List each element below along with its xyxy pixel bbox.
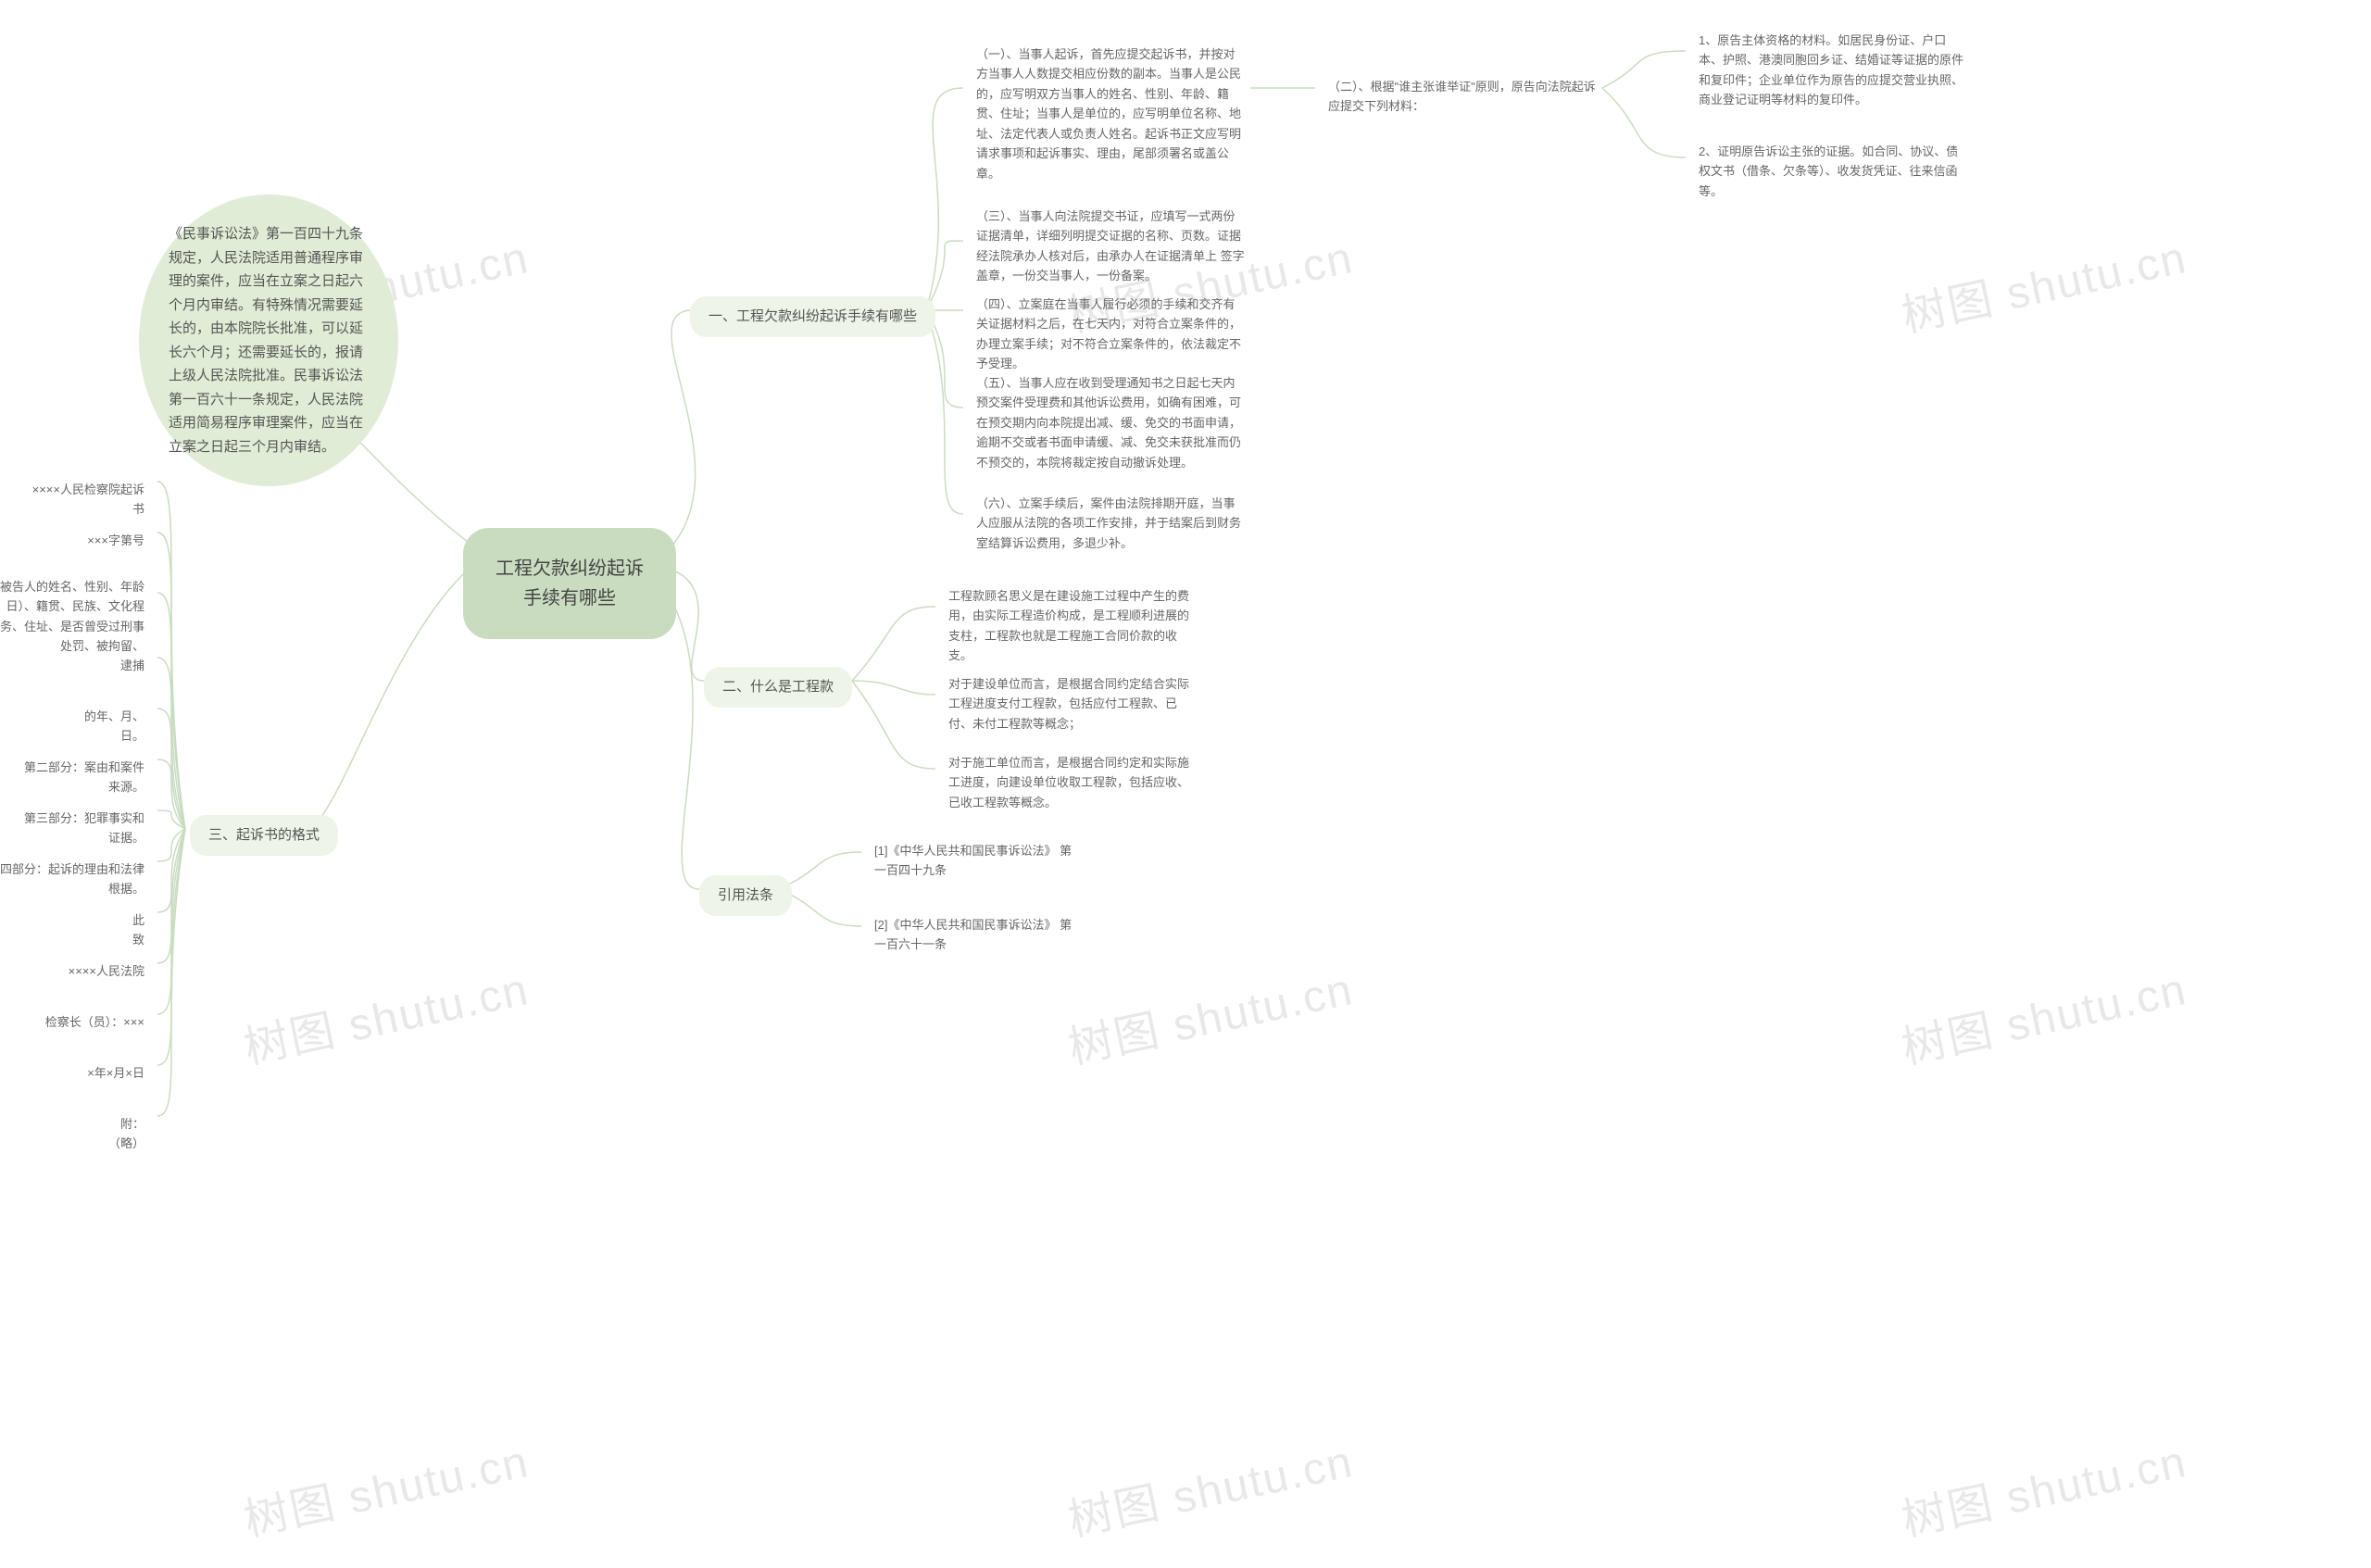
branch-3-label[interactable]: 三、起诉书的格式 [190, 815, 338, 856]
b3-child-1: ××××人民检察院起诉书 [19, 472, 157, 527]
branch-1-label[interactable]: 一、工程欠款纠纷起诉手续有哪些 [690, 296, 935, 337]
root-node[interactable]: 工程欠款纠纷起诉手续有哪些 [463, 528, 676, 639]
b3-child-12: ×年×月×日 [74, 1056, 157, 1090]
b2-child-2: 对于建设单位而言，是根据合同约定结合实际工程进度支付工程款，包括应付工程款、已付… [935, 667, 1213, 741]
b1-child-5: （五）、当事人应在收到受理通知书之日起七天内预交案件受理费和其他诉讼费用，如确有… [963, 366, 1260, 480]
b1-child-2-1: 1、原告主体资格的材料。如居民身份证、户口本、护照、港澳同胞回乡证、结婚证等证据… [1686, 23, 1982, 118]
b1-child-2: （二）、根据"谁主张谁举证"原则，原告向法院起诉应提交下列材料： [1315, 69, 1612, 124]
b3-child-5: 的年、月、日。 [65, 699, 157, 754]
b1-child-3: （三）、当事人向法院提交书证，应填写一式两份证据清单，详细列明提交证据的名称、页… [963, 199, 1260, 294]
b4-child-2: [2]《中华人民共和国民事诉讼法》 第一百六十一条 [861, 908, 1093, 962]
watermark: 树图 shutu.cn [237, 1424, 534, 1549]
b2-child-3: 对于施工单位而言，是根据合同约定和实际施工进度，向建设单位收取工程款，包括应收、… [935, 746, 1213, 820]
branch-4-label[interactable]: 引用法条 [699, 875, 792, 916]
b3-child-2: ×××字第号 [74, 523, 157, 558]
b3-child-13: 附：（略） [83, 1107, 157, 1161]
b2-child-1: 工程款顾名思义是在建设施工过程中产生的费用，由实际工程造价构成，是工程顺利进展的… [935, 579, 1213, 673]
b1-child-6: （六）、立案手续后，案件由法院排期开庭，当事人应服从法院的各项工作安排，并于结案… [963, 486, 1260, 560]
b1-child-1: （一）、当事人起诉，首先应提交起诉书，并按对方当事人人数提交相应份数的副本。当事… [963, 37, 1260, 191]
b3-child-9: 此致 [111, 903, 157, 958]
b1-child-2-2: 2、证明原告诉讼主张的证据。如合同、协议、债权文书（借条、欠条等）、收发货凭证、… [1686, 134, 1982, 208]
b3-child-10: ××××人民法院 [46, 954, 157, 988]
law-summary-oval[interactable]: 《民事诉讼法》第一百四十九条规定，人民法院适用普通程序审理的案件，应当在立案之日… [139, 194, 398, 486]
watermark: 树图 shutu.cn [1895, 1424, 2192, 1549]
b4-child-1: [1]《中华人民共和国民事诉讼法》 第一百四十九条 [861, 834, 1093, 888]
b3-child-11: 检察长（员）：××× [28, 1005, 157, 1039]
watermark: 树图 shutu.cn [237, 952, 534, 1076]
watermark: 树图 shutu.cn [1895, 220, 2192, 345]
b3-child-4: 逮捕 [102, 648, 157, 683]
watermark: 树图 shutu.cn [1061, 1424, 1359, 1549]
b3-child-8: 第四部分：起诉的理由和法律根据。 [0, 852, 157, 907]
watermark: 树图 shutu.cn [1061, 952, 1359, 1076]
b3-child-7: 第三部分：犯罪事实和证据。 [5, 801, 157, 856]
branch-2-label[interactable]: 二、什么是工程款 [704, 667, 852, 708]
watermark: 树图 shutu.cn [1895, 952, 2192, 1076]
b3-child-6: 第二部分：案由和案件来源。 [5, 750, 157, 805]
